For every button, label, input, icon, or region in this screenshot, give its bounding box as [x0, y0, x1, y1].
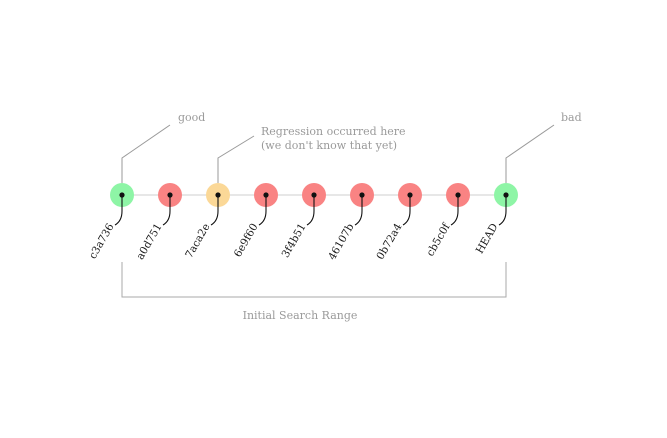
commit-dot — [119, 192, 125, 198]
commit-label-connector — [162, 195, 171, 226]
commit-node: cb5c0f — [424, 183, 470, 258]
commit-label: a0d751 — [134, 222, 164, 262]
bad-annotation: bad — [561, 111, 582, 124]
commit-label: 0b72a4 — [374, 221, 404, 262]
commit-dot — [407, 192, 413, 198]
commit-label-connector — [306, 195, 315, 226]
commit-label: 7aca2e — [183, 222, 212, 261]
commit-dot — [503, 192, 509, 198]
bad-annotation-leader — [505, 124, 555, 183]
search-range-label: Initial Search Range — [243, 309, 358, 322]
good-annotation: good — [178, 111, 205, 124]
commit-label-connector — [402, 195, 411, 226]
search-range-bracket — [121, 262, 507, 298]
good-annotation-leader — [121, 124, 171, 183]
commit-node: c3a736 — [87, 183, 134, 261]
commit-dot — [215, 192, 221, 198]
regression-annotation-leader — [217, 135, 255, 183]
commit-dot — [359, 192, 365, 198]
commit-dot — [167, 192, 173, 198]
commit-dot — [455, 192, 461, 198]
commit-label: HEAD — [474, 222, 501, 256]
commit-label: 3f4b51 — [280, 222, 309, 260]
commit-label-connector — [450, 195, 459, 226]
commit-node: HEAD — [474, 183, 518, 256]
commit-label-connector — [114, 195, 123, 226]
regression-annotation-line2: (we don't know that yet) — [261, 139, 397, 152]
commit-node: 6e9f60 — [232, 183, 278, 259]
commit-label: 46107b — [326, 221, 357, 262]
commit-label-connector — [354, 195, 363, 226]
commit-label-connector — [498, 195, 507, 226]
commit-label: c3a736 — [87, 221, 117, 261]
commit-label: cb5c0f — [424, 221, 453, 259]
regression-annotation-line1: Regression occurred here — [261, 125, 406, 138]
commit-label: 6e9f60 — [232, 222, 261, 260]
commit-label-connector — [210, 195, 219, 226]
commit-dot — [311, 192, 317, 198]
commit-dot — [263, 192, 269, 198]
commit-label-connector — [258, 195, 267, 226]
